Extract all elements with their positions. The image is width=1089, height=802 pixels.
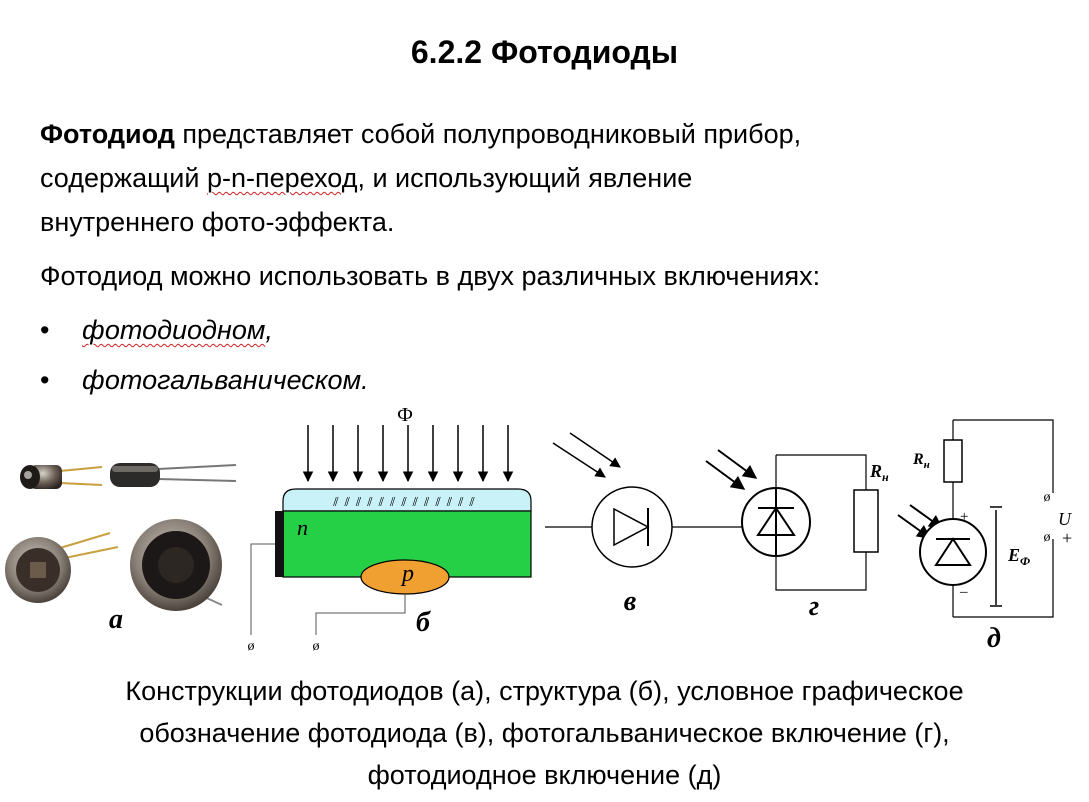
u-plus-sign: +	[1062, 528, 1072, 548]
slide-title: 6.2.2 Фотодиоды	[410, 34, 679, 70]
panel-label-b: б	[416, 607, 431, 638]
term-photodiode: Фотодиод	[40, 119, 175, 149]
p-lead-wire	[315, 594, 406, 635]
bullet-dot: •	[40, 315, 50, 345]
minus-sign: –	[959, 584, 968, 600]
small-photodiode-image	[20, 465, 103, 489]
cylinder-photodiode-image	[110, 463, 237, 487]
figure-caption: Конструкции фотодиодов (а), структура (б…	[0, 670, 1089, 796]
definition-text-1: представляет собой полупроводниковый при…	[174, 119, 802, 149]
caption-line-2: обозначение фотодиода (в), фотогальванич…	[139, 718, 950, 748]
photodiode-figure: а Ф ⫽⫽⫽⫽⫽⫽⫽⫽⫽⫽⫽⫽⫽ n p ø ø б	[5, 404, 1072, 654]
terminal-symbol: ø	[313, 639, 320, 654]
load-resistor	[853, 489, 879, 553]
can-photodiode-image	[5, 532, 119, 603]
terminal-symbol: ø	[1044, 490, 1051, 505]
rh-label: Rн	[869, 461, 889, 484]
n-lead-wire	[250, 543, 275, 635]
photodiode-circuit: Rн + – EФ ø ø U + д	[897, 419, 1072, 654]
terminal-symbol: ø	[1044, 530, 1051, 545]
usage-intro: Фотодиод можно использовать в двух разли…	[40, 261, 821, 291]
photodiode-symbol: в	[545, 432, 745, 617]
panel-label-d: д	[987, 623, 1001, 654]
mode-photovoltaic: фотогальваническом.	[82, 365, 369, 395]
definition-line-3: внутреннего фото-эффекта.	[40, 207, 395, 237]
ef-label: EФ	[1007, 545, 1030, 568]
list-item: • фотодиодном,	[40, 305, 369, 355]
caption-line-1: Конструкции фотодиодов (а), структура (б…	[125, 676, 964, 706]
pn-junction-term: p-n-переход	[206, 163, 358, 193]
rh-label: Rн	[912, 451, 930, 471]
caption-line-3: фотодиодное включение (д)	[367, 760, 722, 790]
load-resistor	[943, 439, 963, 483]
n-contact	[275, 511, 284, 577]
large-photodiode-image	[130, 519, 223, 611]
terminal-symbol: ø	[248, 639, 255, 654]
photovoltaic-circuit: Rн г	[705, 449, 889, 622]
definition-line-1: Фотодиод представляет собой полупроводни…	[40, 112, 1050, 156]
lens-hatching: ⫽⫽⫽⫽⫽⫽⫽⫽⫽⫽⫽⫽⫽	[332, 495, 481, 509]
mode-suffix: ,	[265, 315, 273, 345]
definition-paragraph: Фотодиод представляет собой полупроводни…	[40, 112, 1050, 244]
list-item: • фотогальваническом.	[40, 355, 369, 405]
panel-label-v: в	[624, 586, 637, 617]
u-label: U	[1058, 509, 1072, 529]
panel-label-a: а	[109, 604, 123, 635]
plus-sign: +	[960, 509, 968, 525]
photodiode-structure: Ф ⫽⫽⫽⫽⫽⫽⫽⫽⫽⫽⫽⫽⫽ n p ø ø б	[248, 404, 532, 654]
mode-list: • фотодиодном, • фотогальваническом.	[40, 305, 369, 405]
definition-text-2a: содержащий	[40, 163, 207, 193]
definition-text-2b: , и использующий явление	[357, 163, 693, 193]
bullet-dot: •	[40, 365, 50, 395]
panel-label-g: г	[809, 591, 819, 622]
p-label: p	[400, 561, 414, 587]
lens-layer	[282, 488, 532, 512]
mode-photodiode: фотодиодном	[82, 315, 266, 345]
light-flux-arrows	[302, 425, 514, 483]
definition-line-2: содержащий p-n-переход, и использующий я…	[40, 156, 1050, 200]
flux-label: Ф	[397, 404, 413, 426]
photodiode-photos: а	[5, 463, 237, 635]
n-label: n	[297, 515, 308, 540]
